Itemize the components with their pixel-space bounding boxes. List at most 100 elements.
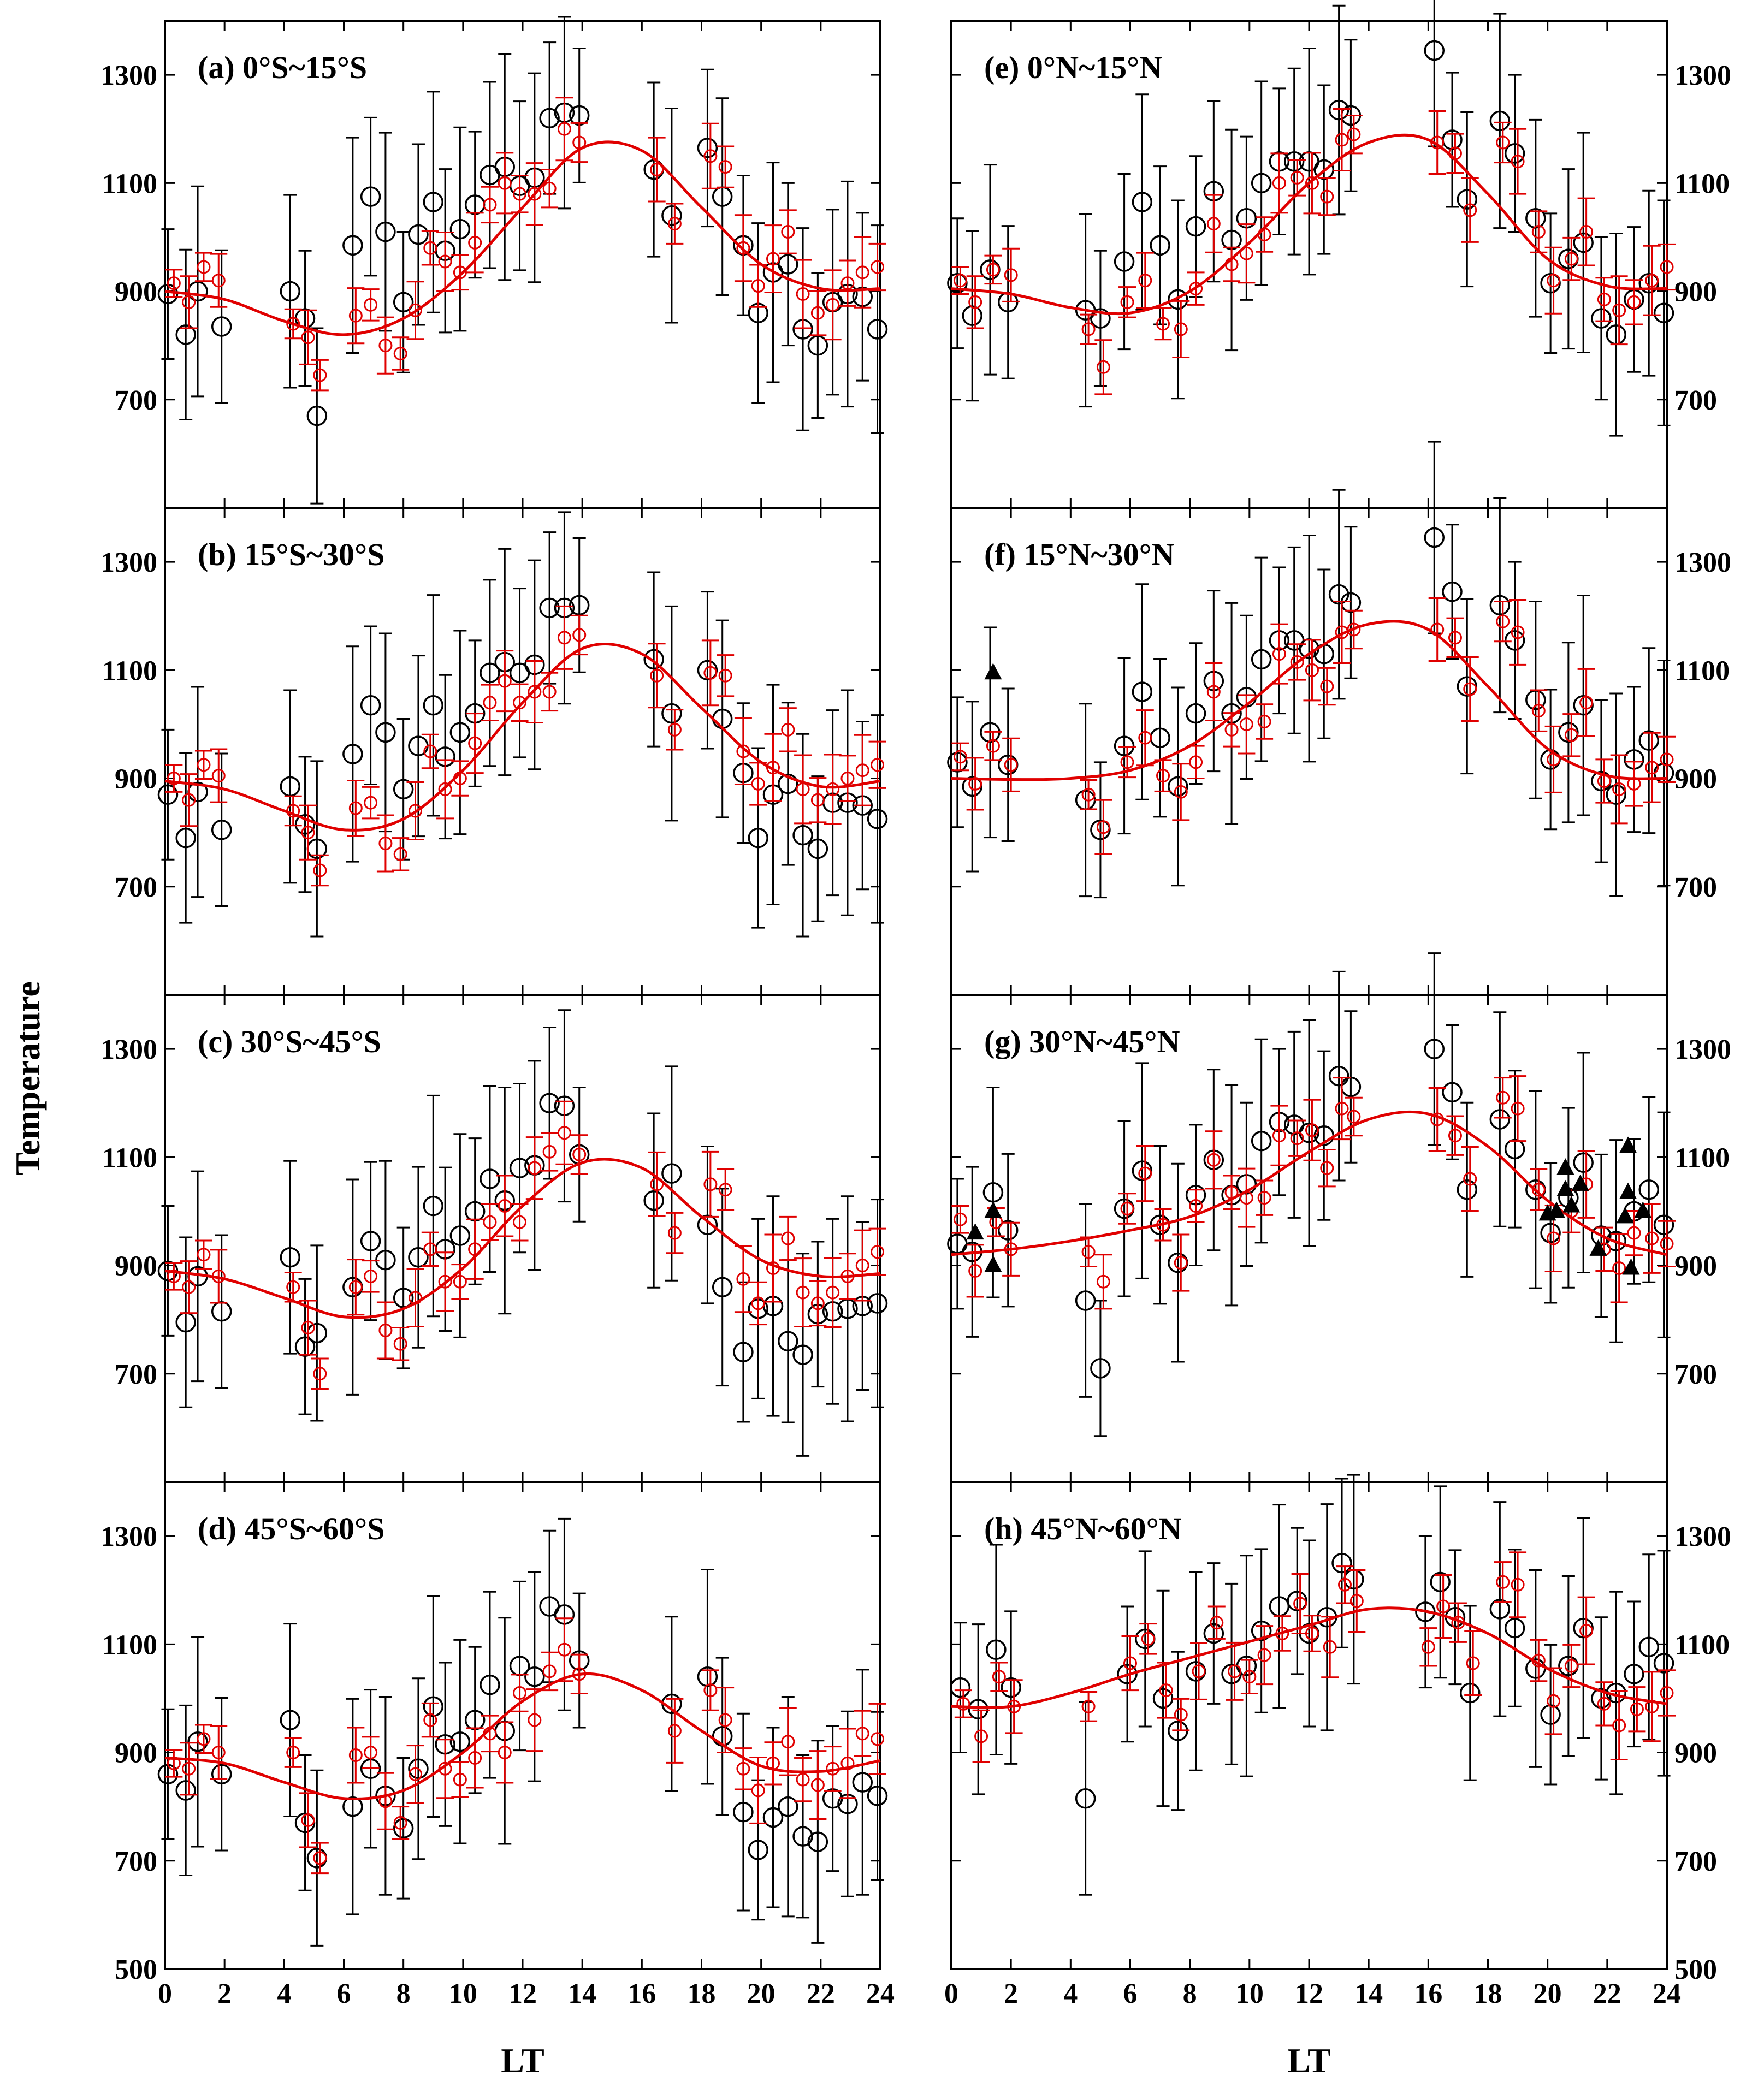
panel-b-15-s-30-s-model-point bbox=[364, 796, 378, 810]
panel-d-45-s-60-s-model-point bbox=[718, 1713, 732, 1727]
panel-b-15-s-30-s-model-point bbox=[348, 801, 363, 815]
panel-g-30-n-45-n-fit-curve bbox=[951, 1110, 1667, 1256]
panel-d-45-s-60-s-xtick-label: 20 bbox=[747, 1978, 776, 2009]
panel-e-0-n-15-n-observed-point bbox=[1283, 151, 1305, 172]
panel-g-30-n-45-n-model-point bbox=[1206, 1153, 1221, 1167]
panel-g-30-n-45-n-observed-point bbox=[1653, 1214, 1674, 1235]
panel-f-15-n-30-n-model-point bbox=[1448, 631, 1462, 645]
panel-g-30-n-45-n-triangle-marker bbox=[1619, 1182, 1637, 1199]
panel-c-30-s-45-s-model-point bbox=[796, 1285, 810, 1300]
panel-f-15-n-30-n-model-point bbox=[1096, 820, 1110, 834]
panel-g-30-n-45-n-title: (g) 30°N~45°N bbox=[984, 1024, 1180, 1059]
panel-e-0-n-15-n-fit-curve bbox=[951, 133, 1667, 316]
panel-b-15-s-30-s-model-point bbox=[513, 696, 527, 710]
panel-e-0-n-15-n-observed-point bbox=[1540, 272, 1561, 294]
panel-f-15-n-30-n-model-point bbox=[1272, 647, 1286, 661]
panel-g-30-n-45-n-ytick-label: 700 bbox=[1674, 1359, 1717, 1390]
panel-e-0-n-15-n-observed-point bbox=[1328, 99, 1349, 121]
x-axis-title-right: LT bbox=[1287, 2041, 1331, 2080]
panel-h-45-n-60-n-model-point bbox=[1466, 1656, 1480, 1670]
panel-f-15-n-30-n-model-point bbox=[1156, 769, 1170, 783]
panel-c-30-s-45-s-observed-point bbox=[539, 1093, 560, 1113]
panel-g-30-n-45-n-model-point bbox=[1120, 1201, 1134, 1215]
panel-c-30-s-45-s-model-point bbox=[528, 1161, 542, 1175]
panel-g-30-n-45-n-triangle-marker bbox=[966, 1223, 984, 1240]
panel-g-30-n-45-n-observed-point bbox=[1638, 1179, 1659, 1200]
panel-g-30-n-45-n-model-point bbox=[1448, 1129, 1462, 1143]
panel-a-0-s-15-s-model-point bbox=[650, 163, 664, 177]
panel-b-15-s-30-s-model-point bbox=[855, 763, 869, 778]
panel-b-15-s-30-s-model-point bbox=[766, 761, 780, 775]
panel-f-15-n-30-n: 700 900 1100 1300 (f) 15°N~30°N bbox=[947, 441, 1731, 996]
panel-h-45-n-60-n-model-point bbox=[1436, 1599, 1451, 1614]
panel-f-15-n-30-n-ytick-label: 700 bbox=[1674, 872, 1717, 903]
panel-f-15-n-30-n-model-point bbox=[1290, 655, 1304, 669]
panel-c-30-s-45-s: 700 900 1100 1300 (c) 30°S~45°S bbox=[100, 994, 888, 1483]
panel-b-15-s-30-s-ytick-label: 1300 bbox=[100, 547, 157, 578]
panel-e-0-n-15-n-model-point bbox=[1206, 217, 1221, 231]
panel-b-15-s-30-s-model-point bbox=[718, 668, 732, 683]
panel-e-0-n-15-n-observed-point bbox=[1457, 189, 1478, 210]
panel-h-45-n-60-n-model-point bbox=[992, 1670, 1006, 1684]
panel-e-0-n-15-n-observed-point bbox=[1132, 192, 1153, 212]
panel-e-0-n-15-n-ytick-label: 1300 bbox=[1674, 60, 1731, 91]
panel-d-45-s-60-s-xtick-label: 10 bbox=[449, 1978, 477, 2009]
panel-a-0-s-15-s-observed-point bbox=[449, 218, 471, 240]
panel-b-15-s-30-s-model-point bbox=[528, 685, 542, 699]
panel-g-30-n-45-n-model-point bbox=[1347, 1110, 1361, 1124]
panel-a-0-s-15-s: 700 900 1100 1300 (a) 0°S~15°S bbox=[100, 16, 888, 509]
panel-c-30-s-45-s-model-point bbox=[736, 1272, 750, 1286]
panel-d-45-s-60-s-observed-point bbox=[480, 1674, 500, 1695]
panel-g-30-n-45-n-model-point bbox=[1305, 1123, 1319, 1137]
panel-h-45-n-60-n-observed-point bbox=[950, 1677, 971, 1698]
panel-a-0-s-15-s-model-point bbox=[703, 149, 718, 163]
panel-d-45-s-60-s-model-point bbox=[557, 1642, 571, 1657]
panel-h-45-n-60-n-observed-point bbox=[1591, 1688, 1612, 1709]
panel-a-0-s-15-s-observed-point bbox=[175, 324, 196, 345]
panel-a-0-s-15-s-model-point bbox=[826, 298, 840, 312]
panel-a-0-s-15-s-observed-point bbox=[807, 335, 828, 356]
panel-a-0-s-15-s-model-point bbox=[513, 187, 527, 201]
panel-a-0-s-15-s-model-point bbox=[557, 122, 571, 136]
panel-g-30-n-45-n-triangle-marker bbox=[984, 1255, 1002, 1272]
panel-b-15-s-30-s-observed-point bbox=[539, 597, 560, 619]
panel-h-45-n-60-n-ytick-label: 1300 bbox=[1674, 1521, 1731, 1552]
panel-b-15-s-30-s-model-point bbox=[378, 836, 393, 850]
panel-d-45-s-60-s-observed-point bbox=[748, 1840, 768, 1860]
panel-b-15-s-30-s-model-point bbox=[781, 722, 795, 737]
panel-f-15-n-30-n-model-point bbox=[986, 739, 1000, 753]
panel-d-45-s-60-s-xtick-label: 16 bbox=[628, 1978, 656, 2009]
panel-f-15-n-30-n-model-point bbox=[1347, 622, 1361, 637]
panel-a-0-s-15-s-ytick-label: 1300 bbox=[100, 60, 157, 91]
panel-c-30-s-45-s-model-point bbox=[718, 1183, 732, 1197]
panel-g-30-n-45-n-model-point bbox=[1189, 1199, 1203, 1213]
panel-h-45-n-60-n-model-point bbox=[1228, 1664, 1242, 1678]
panel-d-45-s-60-s-title: (d) 45°S~60°S bbox=[198, 1511, 384, 1546]
panel-e-0-n-15-n-observed-point bbox=[1424, 40, 1445, 61]
panel-d-45-s-60-s-observed-point bbox=[175, 1780, 196, 1801]
panel-h-45-n-60-n-ytick-label: 500 bbox=[1674, 1954, 1717, 1985]
panel-f-15-n-30-n-model-point bbox=[1564, 728, 1578, 742]
panel-g-30-n-45-n-observed-point bbox=[1424, 1039, 1445, 1059]
panel-b-15-s-30-s-model-point bbox=[182, 793, 196, 807]
panel-b-15-s-30-s-observed-point bbox=[342, 744, 363, 764]
panel-b-15-s-30-s-model-point bbox=[423, 744, 437, 758]
panel-d-45-s-60-s-observed-point bbox=[792, 1826, 813, 1847]
panel-h-45-n-60-n-observed-point bbox=[1430, 1571, 1451, 1593]
panel-b-15-s-30-s-model-point bbox=[667, 722, 682, 737]
panel-h-45-n-60-n-model-point bbox=[1081, 1699, 1096, 1713]
panel-a-0-s-15-s-model-point bbox=[718, 160, 732, 174]
panel-f-15-n-30-n-model-point bbox=[1531, 704, 1546, 718]
panel-a-0-s-15-s-model-point bbox=[766, 252, 780, 266]
panel-e-0-n-15-n-model-point bbox=[986, 263, 1000, 277]
panel-d-45-s-60-s-model-point bbox=[667, 1724, 682, 1738]
panel-d-45-s-60-s-model-point bbox=[513, 1686, 527, 1700]
panel-b-15-s-30-s-observed-point bbox=[778, 773, 798, 794]
panel-e-0-n-15-n-model-point bbox=[1335, 133, 1349, 147]
panel-h-45-n-60-n-xtick-label: 6 bbox=[1123, 1978, 1138, 2009]
panel-d-45-s-60-s-observed-point bbox=[342, 1796, 363, 1817]
panel-e-0-n-15-n-observed-point bbox=[1525, 208, 1546, 229]
panel-g-30-n-45-n-model-point bbox=[1320, 1161, 1334, 1175]
panel-c-30-s-45-s-observed-point bbox=[643, 1190, 664, 1211]
panel-g-30-n-45-n-triangle-marker bbox=[1622, 1258, 1640, 1275]
